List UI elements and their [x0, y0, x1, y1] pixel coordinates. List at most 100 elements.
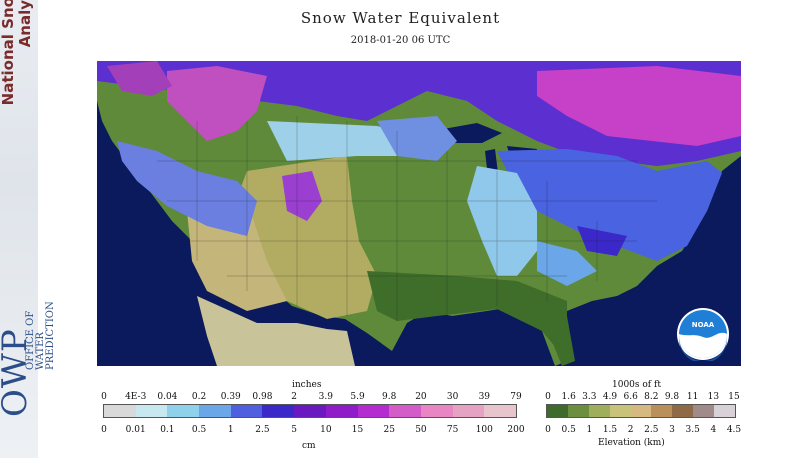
tick-label: 0.1 — [160, 425, 175, 435]
swe-swatch — [389, 405, 421, 417]
elev-swatch — [651, 405, 673, 417]
map-timestamp: 2018-01-20 06 UTC — [350, 35, 451, 46]
tick-label: 30 — [446, 392, 459, 402]
tick-label: 0 — [545, 392, 551, 402]
map-title: Snow Water Equivalent — [300, 9, 501, 27]
swe-swatch — [230, 405, 263, 417]
swe-swatch — [452, 405, 485, 417]
noaa-logo-text: NOAA — [692, 321, 715, 329]
tick-label: 79 — [510, 392, 522, 402]
state-boundaries — [157, 116, 657, 321]
swe-swatch — [199, 405, 231, 417]
tick-label: 4.9 — [602, 392, 618, 402]
tick-label: 3.9 — [318, 392, 334, 402]
western-mountain-snow — [117, 141, 257, 236]
swe-swatch — [325, 405, 358, 417]
swe-swatch — [135, 405, 168, 417]
midwest-light-snow — [467, 166, 537, 276]
tick-label: 2 — [291, 392, 298, 402]
tick-label: 0.01 — [125, 425, 146, 435]
northeast-snow — [497, 149, 722, 261]
swe-swatch — [484, 405, 516, 417]
elev-swatch — [714, 405, 736, 417]
tick-label: 1.6 — [561, 392, 576, 402]
tick-label: 2 — [627, 425, 634, 435]
tick-label: 6.6 — [623, 392, 638, 402]
tick-label: 3.3 — [582, 392, 597, 402]
tick-label: 0.98 — [252, 392, 273, 402]
swe-swatch — [420, 405, 453, 417]
tick-label: 15 — [728, 392, 740, 402]
tick-label: 20 — [415, 392, 427, 402]
tick-label: 13 — [707, 392, 720, 402]
swe-swatch — [357, 405, 390, 417]
tick-label: 75 — [446, 425, 459, 435]
eastern-canada-magenta — [537, 66, 741, 146]
tick-label: 0.5 — [191, 425, 207, 435]
tick-label: 9.8 — [664, 392, 680, 402]
tick-label: 2.5 — [255, 425, 270, 435]
tick-label: 0 — [545, 425, 551, 435]
tick-label: 0 — [101, 392, 107, 402]
elev-swatch — [672, 405, 694, 417]
tick-label: 5 — [291, 425, 298, 435]
swe-color-bar — [103, 404, 517, 418]
northern-plains-lightblue — [267, 121, 417, 161]
elev-swatch — [547, 405, 568, 417]
tick-label: 39 — [478, 392, 491, 402]
swe-swatch — [262, 405, 295, 417]
tick-label: 0.04 — [157, 392, 178, 402]
colorado-snow — [282, 171, 322, 221]
swe-swatch — [167, 405, 200, 417]
owp-logo-text: OWP — [0, 328, 35, 417]
tick-label: 2.5 — [644, 425, 659, 435]
elev-swatch — [567, 405, 589, 417]
elev-swatch — [693, 405, 715, 417]
tick-label: 3 — [669, 425, 675, 435]
tick-label: 9.8 — [382, 392, 397, 402]
tick-label: 0 — [101, 425, 107, 435]
mid-atlantic-blue — [537, 241, 597, 286]
swe-swatch — [104, 405, 136, 417]
tick-label: 200 — [507, 425, 525, 435]
elev-top-unit: 1000s of ft — [612, 380, 661, 390]
tick-label: 0.5 — [561, 425, 576, 435]
swe-swatch — [294, 405, 326, 417]
elev-swatch — [609, 405, 631, 417]
owp-small-3: PREDICTION — [45, 301, 56, 370]
sidebar-banner: National Snow 2016- Analysis 2017 OFFICE… — [0, 0, 56, 458]
upper-midwest-snow — [377, 116, 457, 161]
tick-label: 1 — [586, 425, 593, 435]
tick-label: 1 — [227, 425, 234, 435]
tick-label: 15 — [351, 425, 364, 435]
tick-label: 4 — [710, 425, 717, 435]
tick-label: 50 — [415, 425, 427, 435]
southeast-green — [367, 271, 567, 361]
elev-bottom-unit: Elevation (km) — [598, 438, 665, 448]
elev-swatch — [630, 405, 652, 417]
tick-label: 1.5 — [602, 425, 618, 435]
swe-top-unit: inches — [292, 380, 322, 390]
tick-label: 25 — [383, 425, 395, 435]
tick-label: 4.5 — [726, 425, 742, 435]
snow-water-equivalent-map — [97, 61, 741, 366]
southwest-desert — [187, 201, 287, 311]
swe-bottom-unit: cm — [302, 441, 316, 451]
tick-label: 8.2 — [644, 392, 659, 402]
tick-label: 11 — [686, 392, 699, 402]
elev-swatch — [588, 405, 610, 417]
mexico — [197, 296, 355, 366]
tick-label: 10 — [320, 425, 332, 435]
noaa-logo: NOAA — [677, 308, 729, 361]
tick-label: 0.39 — [220, 392, 241, 402]
tick-label: 5.9 — [350, 392, 365, 402]
tick-label: 100 — [475, 425, 493, 435]
northwest-magenta — [107, 61, 172, 96]
appalachian-snow — [577, 226, 627, 256]
tick-label: 0.2 — [191, 392, 207, 402]
florida — [542, 316, 575, 366]
elevation-color-bar — [546, 404, 736, 418]
tick-label: 4E-3 — [125, 392, 147, 402]
tick-label: 3.5 — [685, 425, 700, 435]
rockies-magenta — [167, 66, 267, 141]
